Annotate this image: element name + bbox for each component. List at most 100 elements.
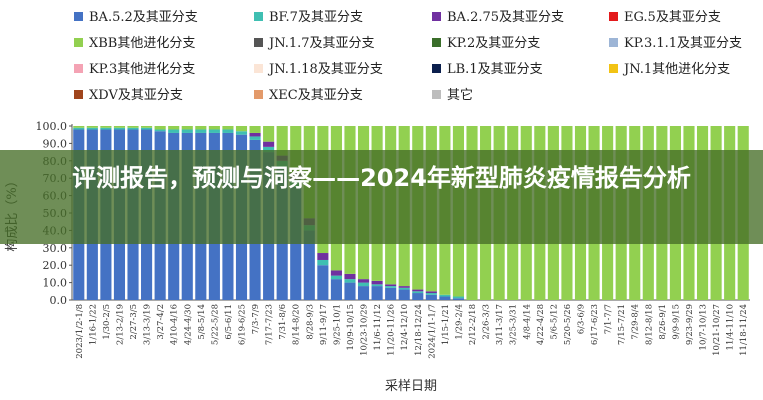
x-tick-label: 5/6-5/12 xyxy=(549,304,559,340)
x-tick-label: 1/30-2/5 xyxy=(102,304,112,340)
bar-segment xyxy=(195,126,207,130)
x-tick-label: 9/11-9/17 xyxy=(319,304,329,345)
legend-swatch-other xyxy=(432,90,441,99)
bar-segment xyxy=(100,126,112,128)
legend-label: XEC及其亚分支 xyxy=(269,88,363,103)
bar-segment xyxy=(303,230,315,300)
y-tick-label: 30.0 xyxy=(43,242,68,255)
bar-segment xyxy=(154,126,166,130)
bar-segment xyxy=(371,284,383,287)
bar-segment xyxy=(168,129,180,133)
legend-label: KP.2及其亚分支 xyxy=(447,36,541,51)
bar-segment xyxy=(208,126,220,130)
legend-swatch-kp3 xyxy=(74,64,83,73)
bar-segment xyxy=(398,289,410,300)
bar-segment xyxy=(249,132,261,137)
x-tick-label: 6/5-6/11 xyxy=(224,304,234,340)
bar-segment xyxy=(398,287,410,290)
x-tick-label: 11/4-11/10 xyxy=(726,304,736,350)
bar-segment xyxy=(222,126,234,130)
x-tick-label: 8/26-9/1 xyxy=(658,304,668,340)
bar-segment xyxy=(385,286,397,288)
bar-segment xyxy=(344,282,356,300)
x-tick-label: 5/20-5/26 xyxy=(563,304,573,345)
legend-swatch-jn1 xyxy=(609,64,618,73)
bar-segment xyxy=(86,127,98,130)
legend-label: EG.5及其亚分支 xyxy=(624,10,721,25)
bar-segment xyxy=(276,126,288,156)
legend-swatch-jn17 xyxy=(254,38,263,47)
x-tick-label: 7/17-7/23 xyxy=(265,304,275,345)
bar-segment xyxy=(86,126,98,128)
bar-segment xyxy=(113,126,126,128)
bar-segment xyxy=(290,126,302,173)
bar-segment xyxy=(127,126,139,128)
bar-segment xyxy=(168,126,180,130)
x-tick-label: 3/25-3/31 xyxy=(509,304,519,345)
legend-label: JN.1其他进化分支 xyxy=(624,62,731,77)
x-tick-label: 7/1-7/7 xyxy=(604,304,614,334)
legend-swatch-xec xyxy=(254,90,263,99)
bar-segment xyxy=(263,126,275,142)
bar-segment xyxy=(425,293,437,295)
legend-item: KP.2及其亚分支 xyxy=(432,34,540,54)
legend-swatch-ba52 xyxy=(74,12,83,21)
bar-segment xyxy=(330,275,342,280)
legend-label: BA.5.2及其亚分支 xyxy=(89,10,198,25)
x-tick-label: 8/14-8/20 xyxy=(292,304,302,345)
legend-label: BF.7及其亚分支 xyxy=(269,10,363,25)
bar-segment xyxy=(195,129,207,133)
x-tick-label: 1/15-1/21 xyxy=(441,304,451,345)
x-tick-label: 3/27-4/2 xyxy=(156,304,166,340)
x-tick-label: 7/29-8/4 xyxy=(631,304,641,340)
bar-segment xyxy=(330,279,342,300)
bar-segment xyxy=(330,270,342,276)
bar-segment xyxy=(452,298,465,300)
bar-segment xyxy=(385,284,397,287)
legend-swatch-lb1 xyxy=(432,64,441,73)
legend-swatch-ba275 xyxy=(432,12,441,21)
x-tick-label: 2/27-3/5 xyxy=(129,304,139,340)
y-tick-label: 20.0 xyxy=(43,259,68,272)
bar-segment xyxy=(317,259,329,266)
legend-item: BA.2.75及其亚分支 xyxy=(432,8,564,28)
x-tick-label: 9/25-10/1 xyxy=(332,304,342,345)
x-tick-label: 5/8-5/14 xyxy=(197,304,207,340)
title-banner xyxy=(0,150,763,244)
x-tick-label: 3/13-3/19 xyxy=(143,304,153,345)
legend-item: BA.5.2及其亚分支 xyxy=(74,8,198,28)
bar-segment xyxy=(263,141,275,147)
x-tick-label: 10/21-10/27 xyxy=(712,304,722,356)
bar-segment xyxy=(425,291,437,294)
bar-segment xyxy=(439,294,451,297)
x-tick-label: 6/19-6/25 xyxy=(238,304,248,345)
x-tick-label: 4/24-4/30 xyxy=(183,304,193,345)
bar-segment xyxy=(317,253,329,260)
legend-label: BA.2.75及其亚分支 xyxy=(447,10,565,25)
bar-segment xyxy=(357,282,370,287)
legend-swatch-jn118 xyxy=(254,64,263,73)
legend-label: KP.3其他进化分支 xyxy=(89,62,196,77)
x-tick-label: 10/23-10/29 xyxy=(360,304,370,356)
bar-segment xyxy=(344,279,356,283)
x-tick-label: 11/20-11/26 xyxy=(387,304,397,356)
bar-segment xyxy=(452,296,465,299)
chart-legend: BA.5.2及其亚分支 BF.7及其亚分支 BA.2.75及其亚分支 EG.5及… xyxy=(0,0,763,112)
legend-label: JN.1.18及其亚分支 xyxy=(269,62,383,77)
x-tick-label: 7/31-8/6 xyxy=(278,304,288,340)
legend-swatch-xdv xyxy=(74,90,83,99)
bar-segment xyxy=(357,286,370,300)
legend-item: EG.5及其亚分支 xyxy=(609,8,721,28)
bar-segment xyxy=(412,293,424,300)
bar-segment xyxy=(73,126,85,128)
x-tick-label: 2/13-2/19 xyxy=(115,304,125,345)
x-tick-label: 7/15-7/21 xyxy=(617,304,627,345)
y-tick-label: 90.0 xyxy=(43,137,68,150)
bar-segment xyxy=(127,127,139,130)
x-tick-label: 11/6-11/12 xyxy=(373,304,383,350)
bar-segment xyxy=(181,126,193,130)
x-tick-label: 9/9-9/15 xyxy=(671,304,681,340)
bar-segment xyxy=(113,127,126,130)
legend-swatch-bf7 xyxy=(254,12,263,21)
bar-segment xyxy=(73,127,85,130)
